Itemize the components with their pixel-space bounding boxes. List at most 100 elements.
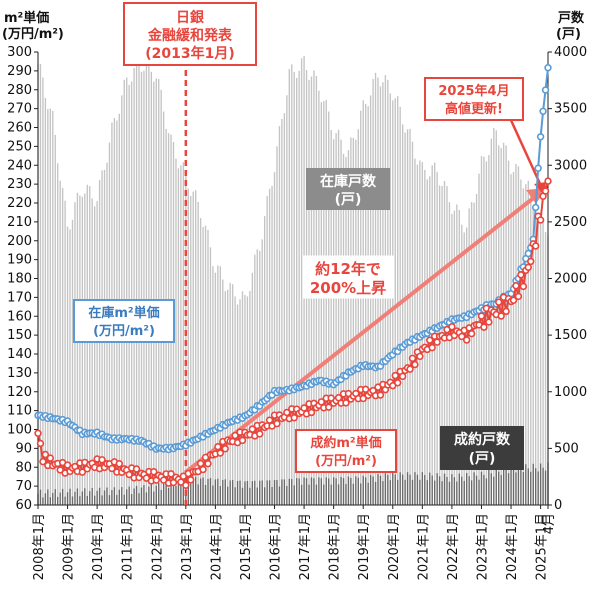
contract-price-point	[214, 442, 222, 451]
contract-count-bar	[522, 472, 525, 505]
inventory-count-bar	[268, 188, 271, 505]
contract-price-point	[204, 459, 212, 468]
contract-price-point	[216, 449, 225, 457]
contract-count-bar	[214, 479, 217, 505]
contract-count-bar	[44, 493, 47, 505]
contract-count-bar	[165, 481, 167, 505]
inventory-count-bar	[153, 81, 155, 505]
inventory-count-bar	[71, 219, 74, 505]
left-tick-label: 290	[7, 64, 32, 79]
contract-count-bar	[71, 496, 74, 505]
contract-price-point	[256, 430, 264, 438]
contract-price-point	[531, 242, 540, 250]
contract-price-point	[480, 323, 488, 331]
contract-count-bar	[172, 479, 175, 505]
inventory-count-bar	[466, 227, 468, 505]
left-axis-title-line2: (万円/m²)	[2, 27, 64, 42]
contract-price-point	[512, 282, 520, 290]
contract-count-bar	[212, 485, 214, 505]
inventory-count-bar	[335, 133, 337, 506]
contract-count-bar	[498, 471, 500, 505]
contract-count-bar	[291, 478, 293, 505]
contract-count-bar	[79, 496, 81, 505]
inventory-count-bar	[84, 193, 86, 505]
contract-count-bar	[379, 475, 382, 505]
x-tick-label: 2009年1月	[62, 513, 77, 580]
contract-count-bar	[180, 477, 182, 505]
contract-count-bar	[217, 478, 219, 505]
contract-price-point	[462, 336, 471, 344]
inventory-count-bar	[66, 226, 69, 505]
contract-count-bar	[187, 476, 189, 505]
contract-count-bar	[500, 474, 502, 505]
contract-count-bar	[145, 492, 148, 505]
contract-price-point	[132, 465, 141, 473]
inventory-count-bar	[236, 304, 239, 505]
inventory-count-bar	[446, 186, 448, 505]
right-axis-ticks: 0 500 1000 1500 2000 2500 3000 3500 4000	[548, 45, 587, 513]
contract-price-point	[317, 398, 326, 406]
contract-count-bar	[155, 485, 157, 505]
inventory-count-bar	[49, 108, 51, 506]
contract-count-bar	[411, 479, 414, 505]
contract-count-bar	[318, 477, 320, 505]
inventory-count-bar	[520, 179, 522, 506]
inventory-count-bar	[202, 226, 204, 505]
inventory-count-bar	[64, 200, 66, 506]
contract-count-bar	[111, 490, 113, 505]
inventory-count-bar	[86, 184, 88, 505]
contract-count-bar	[128, 486, 130, 505]
contract-count-bar	[485, 478, 488, 505]
left-tick-label: 80	[15, 460, 32, 475]
inventory-count-bar	[135, 60, 138, 506]
inventory-count-bar	[320, 102, 323, 506]
contract-count-bar	[108, 495, 111, 505]
contract-count-bar	[323, 484, 325, 505]
contract-count-bar	[384, 473, 387, 505]
inventory-count-bar	[283, 113, 286, 505]
contract-count-bar	[261, 480, 263, 505]
inventory-count-bar	[143, 70, 145, 505]
left-tick-label: 60	[15, 498, 32, 513]
right-axis-title-line1: 戸数	[558, 10, 585, 26]
contract-count-bar	[229, 480, 231, 505]
left-tick-label: 240	[7, 158, 32, 173]
contract-count-bar	[401, 474, 404, 505]
left-axis-ticks: 60 70 80 90 100 110 120 130 140 150 160 170 180 190 20…	[7, 45, 38, 513]
inventory-count-bar	[177, 168, 180, 505]
inventory-count-bar	[61, 187, 64, 505]
contract-count-bar	[483, 474, 485, 505]
left-tick-label: 230	[7, 177, 32, 192]
contract-count-bar	[207, 478, 209, 505]
contract-count-bar	[148, 486, 150, 505]
inventory-count-bar	[293, 71, 295, 505]
contract-count-bar	[39, 489, 42, 505]
event-annotation: 日銀 金融緩和発表 (2013年1月)	[123, 2, 257, 66]
contract-count-bar	[480, 471, 483, 505]
inventory-count-bar	[197, 202, 199, 505]
contract-price-label: 成約m²単価 (万円/m²)	[295, 429, 397, 473]
inventory-count-bar	[510, 174, 512, 506]
contract-count-bar	[197, 484, 199, 505]
contract-price-point	[325, 403, 333, 411]
inventory-count-bar	[360, 110, 362, 505]
event-label-line2: 金融緩和発表	[147, 27, 233, 44]
inventory-count-bar	[271, 185, 273, 505]
contract-count-bar	[256, 487, 258, 505]
contract-count-bar	[42, 497, 44, 505]
contract-count-bar	[350, 477, 352, 505]
inventory-count-label-line2: (戸)	[335, 192, 362, 208]
contract-count-bar	[387, 474, 389, 505]
contract-count-bar	[488, 469, 490, 505]
inventory-count-bar	[350, 137, 352, 505]
contract-count-bar	[335, 478, 337, 505]
contract-count-bar	[204, 484, 207, 505]
contract-count-bar	[81, 491, 84, 505]
contract-count-bar	[404, 479, 406, 505]
contract-count-bar	[126, 489, 128, 505]
contract-count-bar	[135, 485, 138, 505]
inventory-count-bar	[89, 186, 91, 506]
inventory-count-bar	[325, 99, 327, 506]
contract-price-point	[426, 336, 434, 344]
contract-count-bar	[490, 473, 493, 505]
